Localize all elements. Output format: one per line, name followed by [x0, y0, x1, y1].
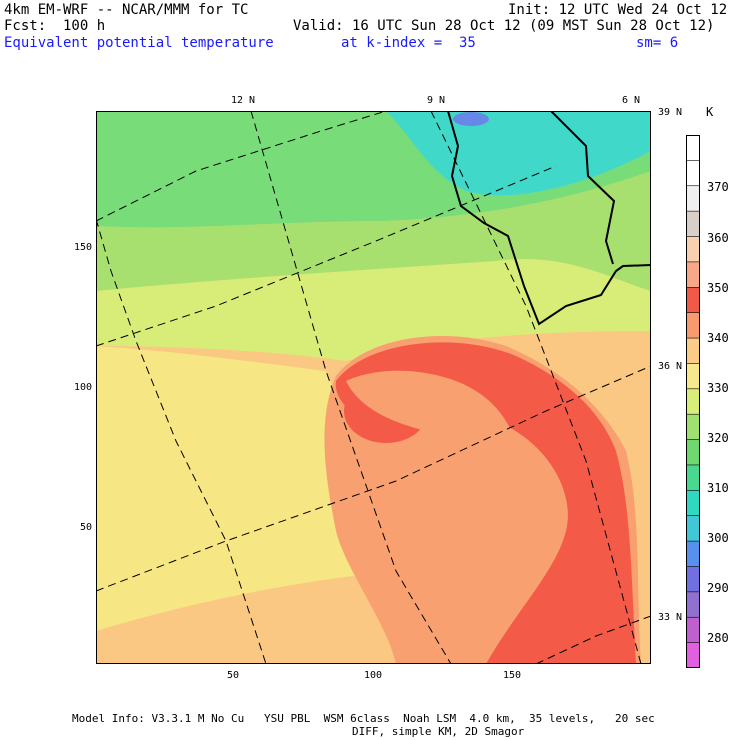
colorbar-frame — [686, 135, 700, 668]
parallel-36n — [96, 365, 651, 592]
colorbar-label-360: 360 — [707, 231, 729, 245]
field-yellow — [96, 346, 396, 631]
field-lightgreen — [96, 171, 651, 291]
smoothing-label: sm= 6 — [636, 35, 679, 51]
model-info-physics: DIFF, simple KM, 2D Smagor — [352, 725, 525, 738]
colorbar-cell — [686, 312, 700, 339]
field-orange-slot — [346, 370, 520, 501]
colorbar-cell — [686, 439, 700, 466]
coastline — [447, 111, 651, 326]
y-tick-50: 50 — [80, 522, 93, 533]
colorbar-cell — [686, 210, 700, 238]
colorbar-label-370: 370 — [707, 180, 729, 194]
init-time: Init: 12 UTC Wed 24 Oct 12 — [508, 2, 728, 18]
x-tick-150: 150 — [503, 670, 522, 681]
colorbar-cell — [686, 591, 700, 619]
colorbar-cell — [686, 540, 700, 568]
y-tick-150: 150 — [74, 242, 93, 253]
x-tick-100: 100 — [364, 670, 383, 681]
x-tick-50: 50 — [227, 670, 240, 681]
plot-frame — [96, 111, 651, 664]
colorbar-cell — [686, 185, 700, 212]
colorbar-label-350: 350 — [707, 281, 729, 295]
parallel-top — [96, 111, 387, 222]
vertical-level: at k-index = 35 — [341, 35, 476, 51]
field-blue-spot — [453, 112, 489, 126]
colorbar-cell — [686, 388, 700, 415]
field-red-band — [335, 342, 636, 664]
lat-label-36n: 36 N — [658, 361, 683, 372]
field-name: Equivalent potential temperature — [4, 35, 274, 51]
parallel-33n — [535, 615, 651, 664]
colorbar-cell — [686, 490, 700, 517]
y-tick-100: 100 — [74, 382, 93, 393]
valid-time: Valid: 16 UTC Sun 28 Oct 12 (09 MST Sun … — [293, 18, 715, 34]
colorbar-cell — [686, 337, 700, 365]
colorbar-label-340: 340 — [707, 331, 729, 345]
model-title: 4km EM-WRF -- NCAR/MMM for TC — [4, 2, 249, 18]
colorbar-cell — [686, 515, 700, 542]
lon-label-6n: 6 N — [622, 95, 641, 106]
colorbar-label-310: 310 — [707, 481, 729, 495]
lon-label-12n: 12 N — [231, 95, 256, 106]
lon-label-9n: 9 N — [427, 95, 446, 106]
colorbar-label-290: 290 — [707, 581, 729, 595]
colorbar-cell — [686, 642, 700, 668]
field-yellowgreen — [96, 258, 651, 361]
colorbar-cell — [686, 261, 700, 289]
theta-e-map — [96, 111, 651, 664]
colorbar-cell — [686, 566, 700, 593]
lat-label-39n: 39 N — [658, 107, 683, 118]
colorbar-cell — [686, 286, 700, 314]
colorbar-cell — [686, 413, 700, 441]
meridian-9n — [430, 111, 642, 664]
parallel-39n — [96, 165, 557, 347]
colorbar-unit: K — [706, 105, 714, 119]
field-green — [96, 111, 651, 228]
colorbar-cell — [686, 464, 700, 492]
colorbar-cell — [686, 363, 700, 390]
lat-label-33n: 33 N — [658, 612, 683, 623]
colorbar-label-280: 280 — [707, 631, 729, 645]
meridian-left — [96, 218, 267, 664]
colorbar-label-300: 300 — [707, 531, 729, 545]
colorbar-cell — [686, 236, 700, 263]
colorbar-cell — [686, 616, 700, 644]
colorbar-label-320: 320 — [707, 431, 729, 445]
colorbar-cell — [686, 160, 700, 187]
meridian-12n — [250, 111, 452, 664]
border-line — [550, 111, 616, 265]
latlon-grid — [96, 111, 651, 664]
colorbar-label-330: 330 — [707, 381, 729, 395]
model-info: Model Info: V3.3.1 M No Cu YSU PBL WSM 6… — [72, 712, 655, 725]
colorbar-cell — [686, 135, 700, 162]
colorbar — [686, 135, 700, 668]
forecast-hour: Fcst: 100 h — [4, 18, 106, 34]
